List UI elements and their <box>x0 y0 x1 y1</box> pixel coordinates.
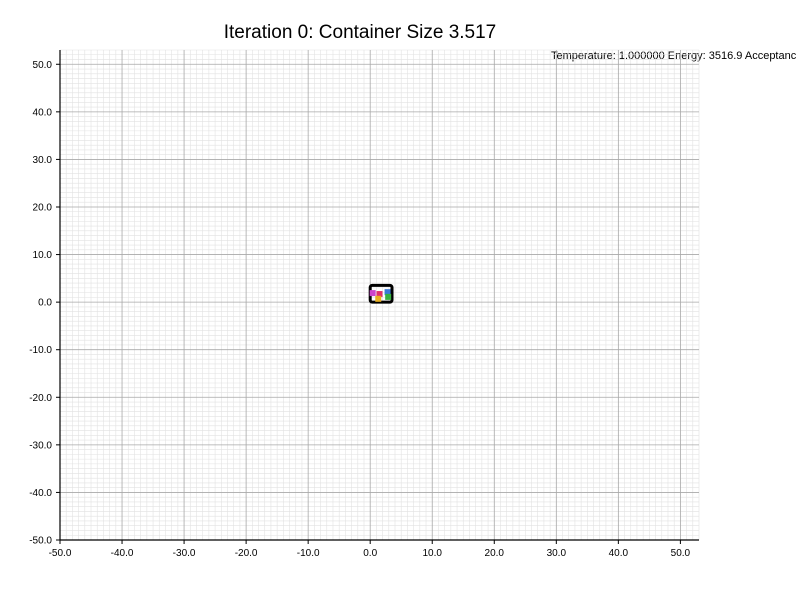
x-tick-label: -50.0 <box>49 548 72 559</box>
y-tick-label: -30.0 <box>29 440 52 451</box>
x-tick-label: 40.0 <box>609 548 629 559</box>
data-points <box>369 289 392 302</box>
x-tick-label: 50.0 <box>671 548 691 559</box>
y-tick-label: -50.0 <box>29 536 52 547</box>
data-point <box>369 290 376 297</box>
x-tick-label: -30.0 <box>173 548 196 559</box>
data-point <box>375 295 382 302</box>
x-tick-label: 30.0 <box>547 548 567 559</box>
data-point <box>385 293 392 300</box>
y-tick-label: 20.0 <box>33 202 53 213</box>
x-tick-label: -10.0 <box>297 548 320 559</box>
x-axis-ticks: -50.0 -40.0 -30.0 -20.0 -10.0 0.0 10.0 20.0 30.0… <box>49 540 691 559</box>
x-tick-label: 20.0 <box>485 548 505 559</box>
y-tick-label: -40.0 <box>29 488 52 499</box>
y-tick-label: 40.0 <box>33 107 53 118</box>
y-tick-label: 30.0 <box>33 155 53 166</box>
axes <box>59 50 699 541</box>
data-point <box>384 289 391 296</box>
x-tick-label: 10.0 <box>422 548 442 559</box>
chart-title: Iteration 0: Container Size 3.517 <box>223 22 497 43</box>
y-tick-label: 50.0 <box>33 60 53 71</box>
y-axis-ticks: -50.0 -40.0 -30.0 -20.0 -10.0 0.0 10.0 20.0 30.0… <box>29 60 60 547</box>
x-tick-label: -40.0 <box>111 548 134 559</box>
data-point <box>376 291 383 298</box>
minor-grid <box>60 49 700 540</box>
x-tick-label: -20.0 <box>235 548 258 559</box>
y-tick-label: 10.0 <box>33 250 53 261</box>
y-tick-label: -20.0 <box>29 393 52 404</box>
x-tick-label: 0.0 <box>363 548 377 559</box>
y-tick-label: -10.0 <box>29 345 52 356</box>
y-tick-label: 0.0 <box>38 298 52 309</box>
